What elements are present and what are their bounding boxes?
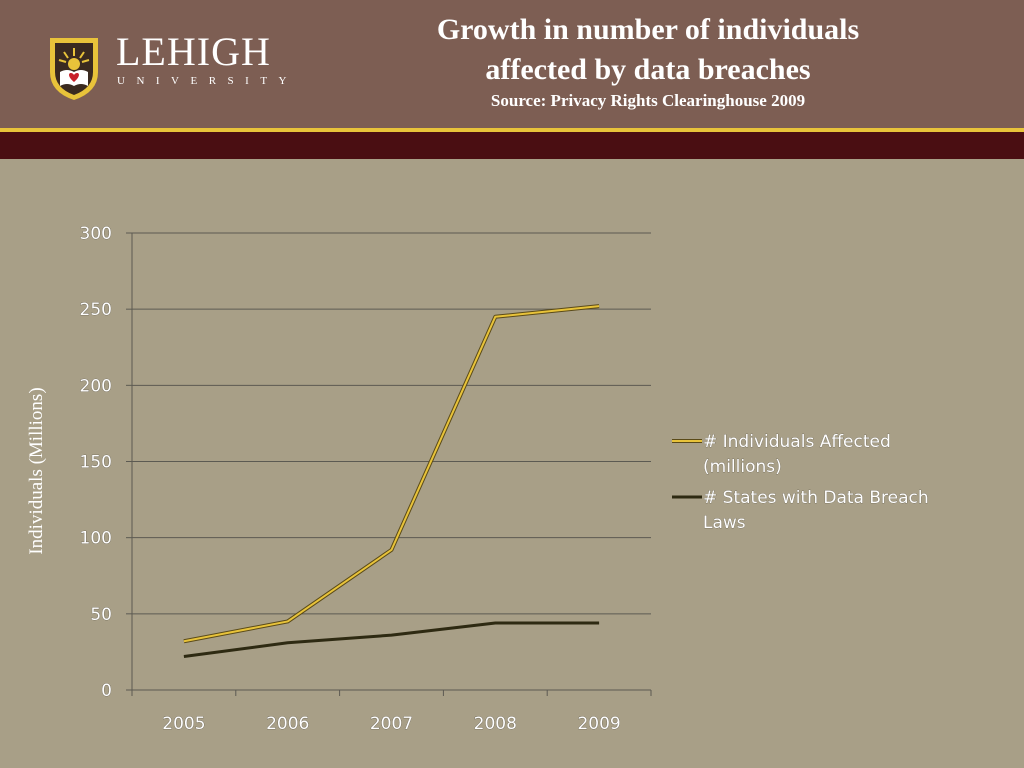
chart-gridlines: [132, 232, 651, 615]
logo-wordmark: LEHIGH: [116, 29, 271, 74]
title-line-1: Growth in number of individuals: [436, 13, 860, 46]
slide-header: [0, 0, 1024, 128]
chart-legend: # Individuals Affected (millions) # States…: [672, 432, 929, 533]
chart-axes: 0 50 100 150 200 250 300 2005 2006 2007 2008 2009: [79, 224, 652, 734]
y-tick-label: 300: [80, 224, 112, 244]
y-tick-label: 150: [80, 453, 112, 473]
legend-label: # States with Data Breach: [703, 488, 929, 508]
header-maroon-band: [0, 132, 1024, 159]
x-tick-label: 2008: [474, 714, 517, 734]
title-source: Source: Privacy Rights Clearinghouse 200…: [490, 91, 806, 110]
y-tick-label: 250: [80, 300, 112, 320]
lehigh-logo: LEHIGH UNIVERSITY: [48, 32, 298, 104]
legend-label: Laws: [703, 513, 746, 533]
y-tick-label: 0: [101, 681, 112, 701]
lehigh-crest-icon: [50, 38, 98, 100]
legend-label: # Individuals Affected: [703, 432, 891, 452]
y-tick-label: 50: [90, 605, 112, 625]
title-line-2: affected by data breaches: [485, 53, 811, 86]
y-axis-title: Individuals (Millions): [26, 387, 47, 554]
legend-label: (millions): [703, 457, 782, 477]
x-tick-label: 2007: [370, 714, 413, 734]
x-tick-label: 2006: [266, 714, 309, 734]
y-tick-label: 100: [80, 529, 112, 549]
y-tick-label: 200: [80, 376, 112, 396]
x-tick-label: 2009: [577, 714, 620, 734]
series-line-outline: [183, 304, 600, 644]
line-chart: 0 50 100 150 200 250 300 2005 2006 2007 2008 2009 #…: [26, 224, 929, 735]
header-gold-rule: [0, 128, 1024, 132]
x-tick-label: 2005: [162, 714, 205, 734]
logo-subtitle: UNIVERSITY: [117, 75, 298, 87]
chart-series: [183, 304, 600, 658]
series-line-1: [183, 305, 600, 643]
slide-title: Growth in number of individuals affected…: [340, 10, 956, 112]
